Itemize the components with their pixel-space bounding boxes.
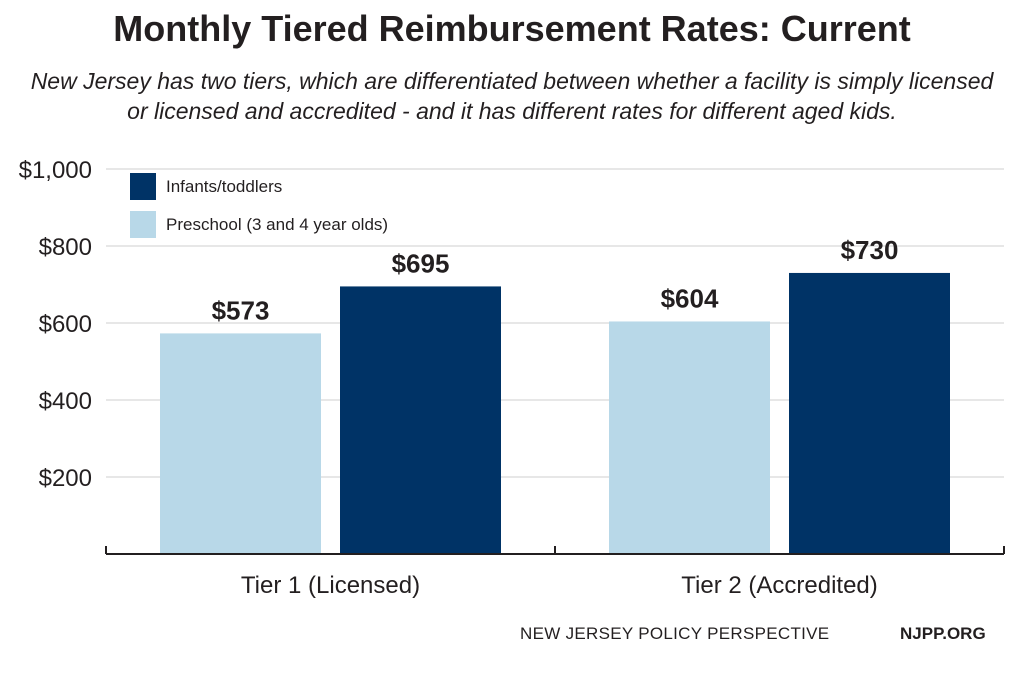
- data-label: $730: [841, 235, 899, 265]
- bar: [789, 272, 950, 554]
- x-tick-label: Tier 1 (Licensed): [241, 572, 420, 599]
- footer-org: NEW JERSEY POLICY PERSPECTIVE: [520, 624, 830, 643]
- bar: [160, 333, 321, 554]
- bar: [340, 286, 501, 554]
- y-tick-label: $800: [39, 234, 92, 261]
- x-tick-label: Tier 2 (Accredited): [681, 572, 878, 599]
- data-label: $604: [661, 283, 719, 313]
- y-tick-label: $1,000: [19, 157, 92, 184]
- chart-subtitle: New Jersey has two tiers, which are diff…: [30, 68, 994, 124]
- legend-label: Preschool (3 and 4 year olds): [166, 215, 388, 234]
- y-tick-label: $400: [39, 388, 92, 415]
- legend-label: Infants/toddlers: [166, 177, 282, 196]
- data-label: $573: [212, 295, 270, 325]
- bar: [609, 321, 770, 554]
- y-tick-label: $200: [39, 465, 92, 492]
- legend-swatch: [130, 173, 156, 200]
- chart-title: Monthly Tiered Reimbursement Rates: Curr…: [113, 8, 911, 49]
- data-label: $695: [392, 248, 450, 278]
- y-tick-label: $600: [39, 311, 92, 338]
- footer-site: NJPP.ORG: [900, 624, 986, 643]
- legend-swatch: [130, 211, 156, 238]
